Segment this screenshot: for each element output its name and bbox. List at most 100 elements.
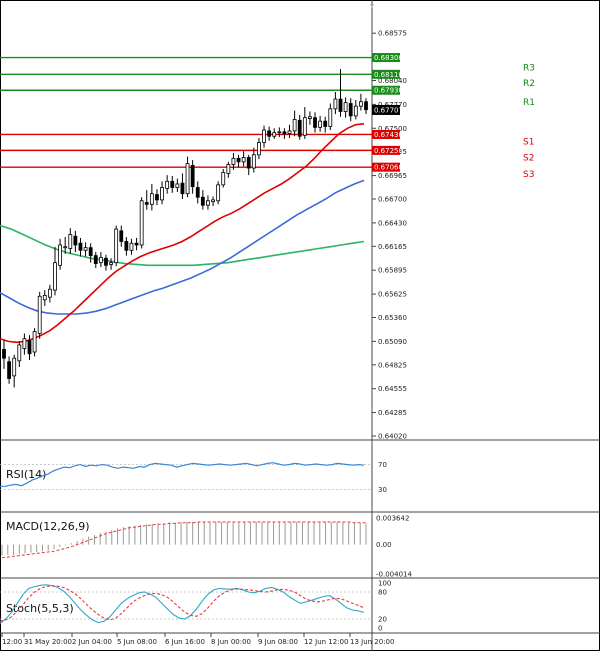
candle-body <box>83 247 88 251</box>
candle-body <box>37 295 42 334</box>
candle-body <box>124 241 129 251</box>
time-tick-label: 9 Jun 08:00 <box>258 638 298 646</box>
level-price-box <box>372 53 400 63</box>
candle-body <box>323 120 328 127</box>
stoch-d-line <box>0 585 365 622</box>
current-price-label: 0.67707 <box>374 106 403 114</box>
level-name-r1: R1 <box>523 98 535 108</box>
candle-body <box>109 262 113 265</box>
candle-body <box>216 184 221 202</box>
time-tick-label: 6 Jun 16:00 <box>165 638 205 646</box>
candle-body <box>73 235 78 246</box>
candle-body <box>134 242 139 246</box>
stoch-k-line <box>0 584 365 624</box>
candle-body <box>241 157 246 163</box>
time-tick-label: 8 Jun 00:00 <box>211 638 251 646</box>
price-tick-label: 0.68040 <box>378 77 407 85</box>
time-tick-label: 5 Jun 08:00 <box>117 638 157 646</box>
rsi-panel: RSI(14) 70 30 <box>0 461 387 494</box>
rsi-title: RSI(14) <box>6 468 46 481</box>
time-tick-label: 2 Jun 04:00 <box>72 638 112 646</box>
scroll-marker-icon <box>370 4 374 8</box>
level-name-s2: S2 <box>523 153 534 163</box>
candle-body <box>78 242 83 251</box>
stoch-tick-label: 80 <box>378 589 387 597</box>
level-price-label: 0.67430 <box>374 131 403 139</box>
candle-body <box>175 183 180 188</box>
candle-body <box>353 105 358 117</box>
price-tick-label: 0.66700 <box>378 196 407 204</box>
candle-body <box>53 262 57 291</box>
candle-body <box>22 338 27 349</box>
candle-body <box>42 294 47 301</box>
candle-body <box>328 108 333 127</box>
candle-body <box>155 194 159 201</box>
candle-body <box>257 142 261 156</box>
price-tick-label: 0.67770 <box>378 101 407 109</box>
price-tick-label: 0.65895 <box>378 267 407 275</box>
candle-body <box>93 255 98 264</box>
candle-body <box>282 131 287 134</box>
rsi-level-label: 30 <box>378 486 387 494</box>
candle-body <box>2 348 6 359</box>
candle-body <box>206 200 210 206</box>
ma-fast-line <box>0 123 365 344</box>
candle-body <box>318 120 323 128</box>
candle-body <box>32 331 37 353</box>
candle-body <box>246 157 251 169</box>
candle-body <box>359 101 363 107</box>
price-tick-label: 0.64555 <box>378 385 407 393</box>
level-name-r2: R2 <box>523 79 535 89</box>
level-name-r3: R3 <box>523 63 535 73</box>
price-tick-label: 0.64825 <box>378 361 407 369</box>
level-price-label: 0.68300 <box>374 54 403 62</box>
price-tick-label: 0.66965 <box>378 172 407 180</box>
level-price-box <box>372 69 400 79</box>
stoch-tick-label: 20 <box>378 616 387 624</box>
ma-mid-line <box>0 179 365 315</box>
candlesticks <box>2 69 368 388</box>
candle-body <box>63 246 68 249</box>
level-price-label: 0.67060 <box>374 164 403 172</box>
candle-body <box>251 154 256 169</box>
price-tick-label: 0.65360 <box>378 314 407 322</box>
macd-tick-label: -0.004014 <box>376 571 412 579</box>
candle-body <box>236 157 241 163</box>
candle-body <box>129 242 134 251</box>
candle-body <box>231 157 236 165</box>
candle-body <box>292 119 297 132</box>
candle-body <box>221 172 226 186</box>
candle-body <box>200 196 205 206</box>
price-tick-label: 0.67500 <box>378 125 407 133</box>
candle-body <box>287 130 292 134</box>
candle-body <box>149 193 154 205</box>
support-resistance-levels: 0.68300 0.68110 R3 0.67930 R2 R1 0.67430 S1 0.67… <box>0 53 535 180</box>
candle-body <box>226 164 231 174</box>
candle-body <box>88 247 93 257</box>
time-axis: 12:00 31 May 20:00 2 Jun 04:00 5 Jun 08:00 6… <box>1 633 394 646</box>
level-name-s1: S1 <box>523 137 534 147</box>
price-axis: 0.685750.680400.677700.675000.672350.669… <box>372 30 407 441</box>
candle-body <box>12 357 17 377</box>
candle-body <box>68 233 73 249</box>
candle-body <box>47 288 52 298</box>
time-tick-label: 13 Jun 20:00 <box>350 638 394 646</box>
macd-signal-line <box>1 521 366 559</box>
candle-body <box>139 200 144 246</box>
level-price-box <box>372 129 400 139</box>
candle-body <box>308 116 312 119</box>
candle-body <box>58 244 62 266</box>
price-tick-label: 0.64285 <box>378 409 407 417</box>
price-tick-label: 0.66430 <box>378 219 407 227</box>
rsi-line <box>0 462 365 487</box>
candle-body <box>119 230 124 242</box>
candle-body <box>211 199 215 203</box>
candle-body <box>17 344 22 362</box>
candle-body <box>180 182 185 195</box>
level-price-label: 0.68110 <box>374 71 403 79</box>
level-name-s3: S3 <box>523 170 534 180</box>
price-tick-label: 0.65625 <box>378 291 407 299</box>
